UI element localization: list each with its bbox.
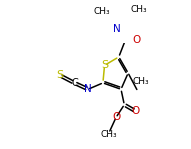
Text: N: N: [113, 24, 121, 34]
Text: CH₃: CH₃: [94, 7, 110, 16]
Text: O: O: [132, 106, 140, 116]
Text: N: N: [84, 84, 92, 94]
Text: CH₃: CH₃: [130, 5, 147, 14]
Text: C: C: [71, 78, 78, 88]
Text: O: O: [133, 35, 141, 45]
Text: CH₃: CH₃: [132, 77, 149, 86]
Text: S: S: [56, 70, 63, 80]
Text: CH₃: CH₃: [101, 130, 117, 139]
Text: S: S: [101, 60, 108, 70]
Text: O: O: [112, 112, 120, 122]
